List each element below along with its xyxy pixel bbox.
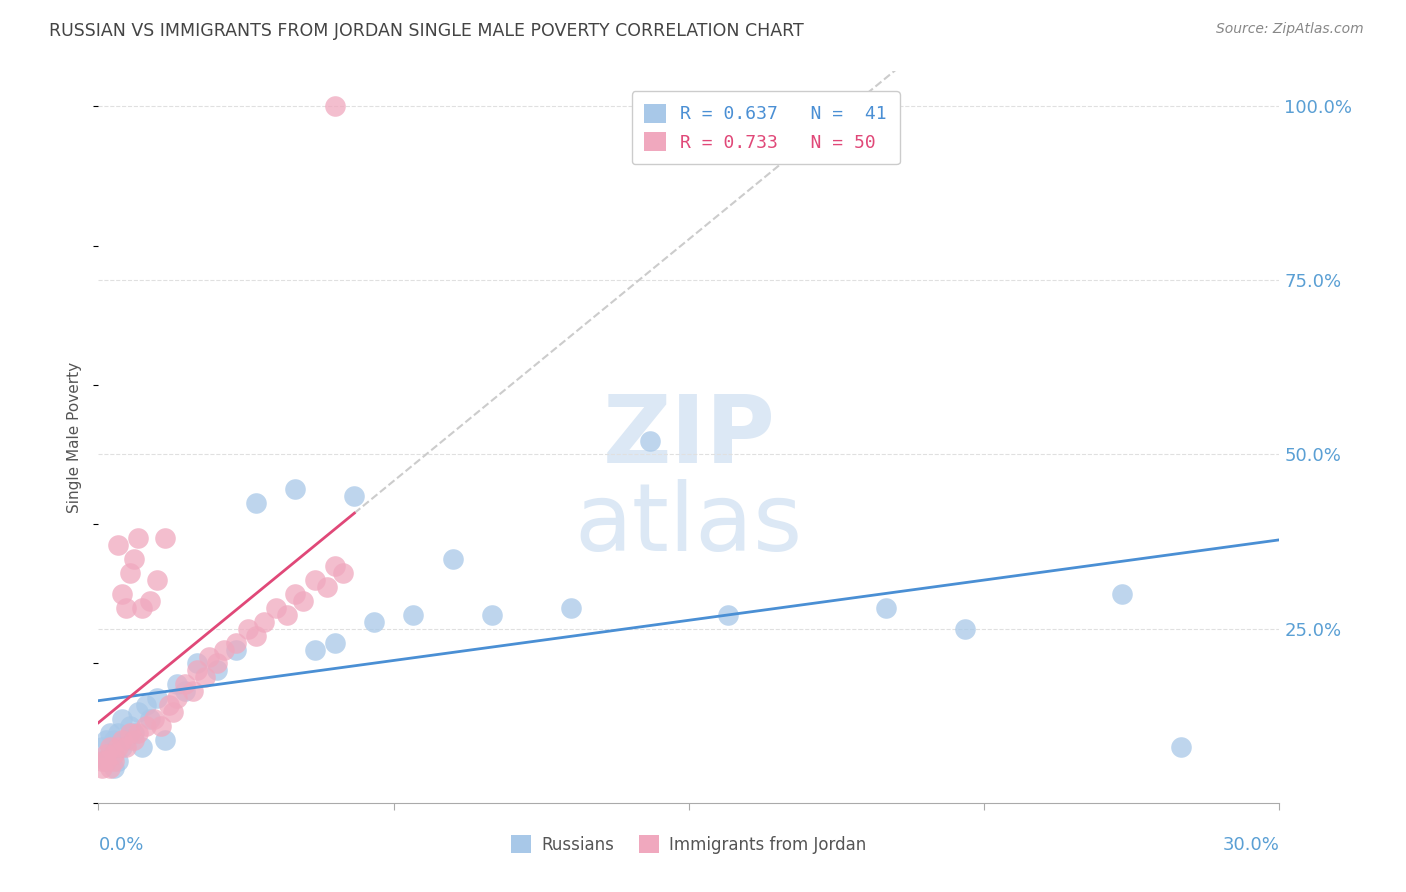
- Point: [91, 761, 114, 775]
- Point: [560, 600, 582, 615]
- Point: [96, 754, 118, 768]
- Point: [103, 733, 125, 747]
- Point: [107, 726, 129, 740]
- Point: [91, 754, 114, 768]
- Point: [138, 594, 160, 608]
- Text: ZIP: ZIP: [603, 391, 775, 483]
- Point: [96, 754, 118, 768]
- Point: [103, 761, 125, 775]
- Point: [155, 531, 177, 545]
- Point: [98, 761, 121, 775]
- Point: [245, 629, 267, 643]
- Point: [107, 740, 129, 755]
- Point: [197, 649, 219, 664]
- Point: [115, 740, 138, 755]
- Point: [332, 566, 354, 580]
- Point: [135, 698, 157, 713]
- Point: [304, 642, 326, 657]
- Point: [127, 705, 149, 719]
- Point: [155, 733, 177, 747]
- Point: [875, 600, 897, 615]
- Point: [146, 691, 169, 706]
- Point: [111, 733, 134, 747]
- Point: [135, 719, 157, 733]
- Point: [174, 677, 197, 691]
- Point: [205, 657, 228, 671]
- Point: [103, 747, 125, 761]
- Point: [98, 747, 121, 761]
- Point: [214, 642, 236, 657]
- Point: [284, 483, 307, 497]
- Point: [323, 99, 346, 113]
- Point: [284, 587, 307, 601]
- Point: [441, 552, 464, 566]
- Point: [323, 635, 346, 649]
- Point: [166, 677, 188, 691]
- Point: [304, 573, 326, 587]
- Point: [122, 726, 145, 740]
- Point: [315, 580, 337, 594]
- Point: [115, 600, 138, 615]
- Point: [236, 622, 259, 636]
- Point: [122, 733, 145, 747]
- Point: [131, 740, 153, 755]
- Point: [98, 740, 121, 755]
- Point: [111, 740, 134, 755]
- Point: [111, 712, 134, 726]
- Point: [122, 552, 145, 566]
- Point: [131, 600, 153, 615]
- Point: [276, 607, 298, 622]
- Point: [253, 615, 276, 629]
- Point: [96, 747, 118, 761]
- Point: [98, 726, 121, 740]
- Point: [138, 712, 160, 726]
- Point: [481, 607, 503, 622]
- Text: Source: ZipAtlas.com: Source: ZipAtlas.com: [1216, 22, 1364, 37]
- Point: [150, 719, 173, 733]
- Point: [107, 754, 129, 768]
- Text: 30.0%: 30.0%: [1223, 836, 1279, 854]
- Point: [186, 664, 208, 678]
- Point: [343, 489, 366, 503]
- Point: [107, 538, 129, 552]
- Point: [225, 642, 247, 657]
- Point: [245, 496, 267, 510]
- Point: [953, 622, 976, 636]
- Y-axis label: Single Male Poverty: Single Male Poverty: [67, 361, 83, 513]
- Text: 0.0%: 0.0%: [98, 836, 143, 854]
- Legend: Russians, Immigrants from Jordan: Russians, Immigrants from Jordan: [505, 829, 873, 860]
- Point: [111, 587, 134, 601]
- Point: [166, 691, 188, 706]
- Point: [118, 566, 141, 580]
- Point: [127, 531, 149, 545]
- Point: [146, 573, 169, 587]
- Point: [323, 558, 346, 573]
- Point: [162, 705, 184, 719]
- Point: [402, 607, 425, 622]
- Point: [264, 600, 287, 615]
- Text: RUSSIAN VS IMMIGRANTS FROM JORDAN SINGLE MALE POVERTY CORRELATION CHART: RUSSIAN VS IMMIGRANTS FROM JORDAN SINGLE…: [49, 22, 804, 40]
- Point: [186, 657, 208, 671]
- Point: [363, 615, 385, 629]
- Point: [96, 733, 118, 747]
- Point: [292, 594, 315, 608]
- Point: [181, 684, 204, 698]
- Point: [717, 607, 740, 622]
- Point: [1170, 740, 1192, 755]
- Point: [142, 712, 165, 726]
- Point: [638, 434, 661, 448]
- Point: [103, 754, 125, 768]
- Point: [115, 733, 138, 747]
- Point: [225, 635, 247, 649]
- Point: [205, 664, 228, 678]
- Point: [91, 740, 114, 755]
- Point: [157, 698, 180, 713]
- Point: [1111, 587, 1133, 601]
- Text: atlas: atlas: [575, 479, 803, 571]
- Point: [118, 719, 141, 733]
- Point: [127, 726, 149, 740]
- Point: [174, 684, 197, 698]
- Point: [118, 726, 141, 740]
- Point: [194, 670, 217, 684]
